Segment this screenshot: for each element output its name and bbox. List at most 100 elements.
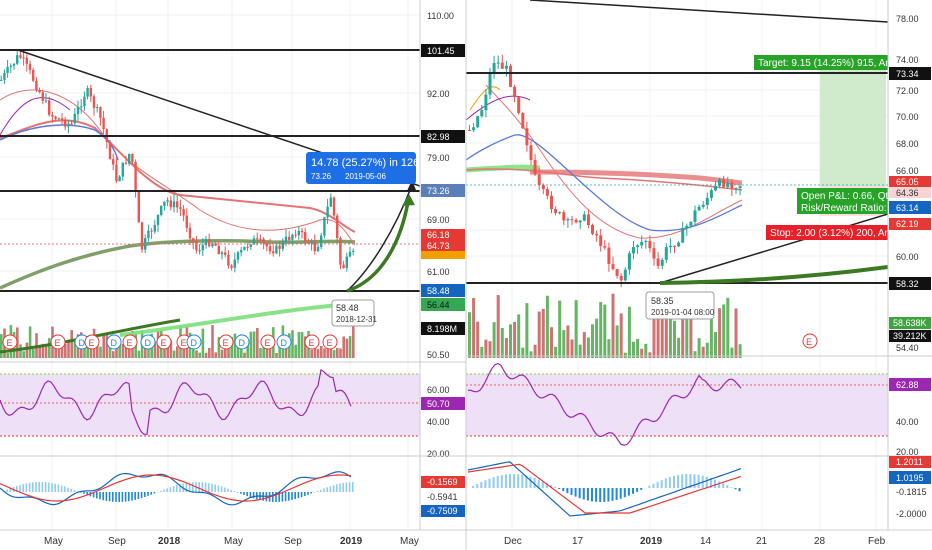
volume-bar bbox=[488, 341, 492, 358]
macd-bar bbox=[545, 483, 548, 488]
macd-bar bbox=[278, 492, 280, 502]
volume-bar bbox=[83, 345, 86, 358]
macd-bar bbox=[492, 477, 495, 488]
measure-sub-date: 2019-05-06 bbox=[345, 172, 386, 181]
volume-bar bbox=[204, 352, 208, 358]
candle-body bbox=[640, 241, 644, 246]
candle-body bbox=[484, 94, 488, 111]
volume-bar bbox=[339, 348, 342, 358]
stop-label[interactable]: Stop: 2.00 (3.12%) 200, Am bbox=[766, 225, 893, 240]
candle-body bbox=[38, 90, 41, 93]
right-ma-blue bbox=[466, 134, 743, 232]
candle-body bbox=[701, 204, 705, 207]
macd-bar bbox=[208, 483, 210, 492]
left-rsi-line bbox=[0, 368, 352, 435]
target-zone bbox=[820, 68, 886, 186]
volume-bar bbox=[652, 311, 656, 358]
left-rsi-panel[interactable] bbox=[0, 361, 420, 437]
candle-body bbox=[3, 72, 6, 80]
svg-text:28: 28 bbox=[814, 536, 826, 547]
volume-bar bbox=[599, 301, 603, 358]
volume-bar bbox=[521, 347, 525, 358]
candle-body bbox=[705, 197, 709, 205]
volume-bar bbox=[709, 307, 713, 358]
volume-bar bbox=[137, 350, 141, 358]
candle-body bbox=[607, 247, 611, 265]
candle-body bbox=[233, 259, 236, 268]
macd-bar bbox=[689, 474, 692, 488]
macd-bar bbox=[586, 488, 589, 501]
target-label[interactable]: Target: 9.15 (14.25%) 915, Am bbox=[754, 55, 894, 70]
macd-bar bbox=[252, 492, 255, 499]
left-projection-arrow-black bbox=[346, 184, 413, 292]
svg-text:2018: 2018 bbox=[158, 536, 181, 547]
macd-bar bbox=[153, 492, 156, 494]
volume-bar bbox=[195, 350, 198, 358]
volume-bar bbox=[352, 326, 355, 358]
right-rsi-panel[interactable] bbox=[466, 355, 888, 446]
right-price-axis[interactable]: 78.00 74.00 73.34 72.00 70.00 68.00 66.0… bbox=[887, 0, 932, 530]
volume-bar bbox=[677, 337, 681, 358]
candle-body bbox=[603, 246, 607, 248]
volume-bar bbox=[689, 302, 693, 358]
svg-text:73.34: 73.34 bbox=[896, 69, 919, 79]
left-drawings[interactable] bbox=[0, 49, 420, 354]
macd-bar bbox=[484, 480, 487, 488]
macd-bar bbox=[685, 474, 688, 488]
volume-bar bbox=[32, 348, 35, 358]
candle-body bbox=[595, 233, 599, 236]
candle-body bbox=[627, 253, 631, 270]
candle-body bbox=[131, 153, 134, 162]
macd-bar bbox=[169, 487, 172, 492]
right-low-label: 58.35 2019-01-04 08:00 bbox=[645, 291, 715, 320]
right-pane[interactable]: Target: 9.15 (14.25%) 915, Am Open P&L: … bbox=[466, 0, 896, 530]
right-macd-panel[interactable] bbox=[466, 455, 888, 517]
candle-body bbox=[137, 191, 140, 223]
right-dark-green-curve bbox=[659, 265, 888, 285]
left-macd-panel[interactable] bbox=[0, 455, 420, 506]
macd-bar bbox=[9, 488, 12, 492]
macd-bar bbox=[131, 492, 133, 501]
candle-body bbox=[252, 238, 256, 245]
candle-body bbox=[332, 197, 336, 216]
candle-body bbox=[201, 245, 204, 251]
macd-bar bbox=[80, 492, 82, 493]
candle-body bbox=[345, 256, 348, 269]
macd-bar bbox=[550, 485, 552, 488]
candle-body bbox=[697, 206, 701, 211]
event-marker-text: D bbox=[145, 338, 152, 348]
candle-body bbox=[211, 243, 214, 247]
macd-bar bbox=[599, 488, 602, 502]
right-event-marker[interactable]: E bbox=[802, 333, 818, 349]
ltick-73: 73.26 bbox=[427, 186, 450, 196]
candle-body bbox=[578, 220, 582, 223]
ltick-101: 101.45 bbox=[427, 46, 455, 56]
open-pnl-label[interactable]: Open P&L: 0.66, Qty: Risk/Reward Ratio: bbox=[797, 188, 896, 214]
candle-body bbox=[112, 159, 115, 165]
svg-text:14: 14 bbox=[700, 536, 712, 547]
macd-bar bbox=[554, 487, 557, 488]
volume-bar bbox=[693, 351, 697, 358]
macd-bar bbox=[627, 488, 630, 496]
volume-bar bbox=[115, 345, 118, 358]
macd-bar bbox=[500, 475, 503, 488]
right-drawings[interactable] bbox=[466, 0, 888, 285]
volume-bar bbox=[496, 295, 500, 358]
left-ma-blue bbox=[0, 124, 119, 161]
event-marker-text: E bbox=[265, 338, 271, 348]
left-projection-arrow-green bbox=[346, 201, 410, 293]
event-marker-text: D bbox=[111, 338, 118, 348]
macd-bar bbox=[16, 486, 18, 492]
left-price-axis[interactable]: 110.00 101.45 92.00 82.98 79.00 73.26 69… bbox=[419, 0, 466, 530]
macd-bar bbox=[19, 485, 21, 492]
measure-label[interactable]: 14.78 (25.27%) in 126d 73.26 2019-05-06 bbox=[306, 152, 425, 184]
svg-text:Sep: Sep bbox=[284, 536, 302, 547]
candle-body bbox=[307, 241, 310, 244]
candle-body bbox=[262, 238, 265, 244]
right-ma-orange bbox=[469, 86, 501, 111]
macd-bar bbox=[217, 485, 220, 492]
svg-text:1.0195: 1.0195 bbox=[896, 473, 924, 483]
